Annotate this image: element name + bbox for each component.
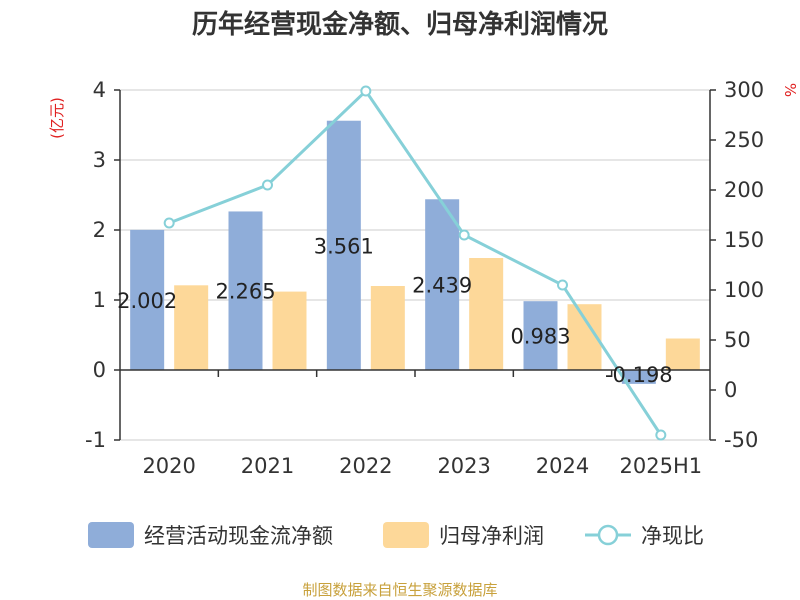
data-label: 0.983 (510, 325, 570, 349)
line-point (655, 429, 667, 441)
data-labels: 2.002 2.265 3.561 2.439 0.983 -0.198 (117, 234, 673, 387)
x-tick-label: 2023 (437, 454, 490, 478)
y-right-tick-label: 0 (724, 378, 737, 402)
legend-label: 归母净利润 (439, 524, 544, 548)
y-left-tick-label: 1 (93, 288, 106, 312)
y-axis-right-label: % (781, 83, 799, 97)
bar (174, 285, 209, 370)
data-label: 2.439 (412, 274, 472, 298)
legend-label: 经营活动现金流净额 (144, 524, 333, 548)
y-right-tick-label: 150 (724, 228, 764, 252)
y-left-tick-label: 3 (93, 148, 106, 172)
data-label: 2.002 (117, 289, 177, 313)
legend-swatch-cashflow (88, 522, 134, 548)
bar (326, 120, 361, 370)
line-point (163, 217, 175, 229)
y-right-tick-label: 250 (724, 128, 764, 152)
x-tick-label: 2022 (339, 454, 392, 478)
line-point (262, 179, 273, 191)
y-right-tick-label: 200 (724, 178, 764, 202)
y-left-tick-label: -1 (85, 428, 106, 452)
y-axis-left-label: (亿元) (48, 97, 66, 139)
legend-swatch-netprofit (383, 522, 429, 548)
bar (621, 370, 656, 384)
y-right-tick-label: 50 (724, 328, 751, 352)
bar (469, 258, 504, 370)
x-tick-label: 2021 (241, 454, 294, 478)
gridlines (120, 89, 710, 441)
bar (665, 338, 700, 370)
bar (425, 199, 460, 370)
axes: 4 3 2 1 0 -1 300 250 200 150 100 50 0 -50 2020 2021 2022… (85, 78, 764, 478)
bar (272, 291, 307, 370)
bar (130, 229, 165, 370)
legend: 经营活动现金流净额 归母净利润 净现比 (88, 522, 704, 548)
y-left-tick-label: 2 (93, 218, 106, 242)
data-label: -0.198 (605, 363, 673, 387)
source-note: 制图数据来自恒生聚源数据库 (302, 581, 497, 599)
x-tick-label: 2020 (142, 454, 195, 478)
y-right-tick-label: 300 (724, 78, 764, 102)
x-tick-label: 2025H1 (620, 454, 703, 478)
line-point (557, 279, 568, 291)
bar (228, 211, 263, 370)
line-point (458, 229, 470, 241)
line-series (163, 85, 667, 441)
x-tick-label: 2024 (536, 454, 589, 478)
data-label: 3.561 (314, 234, 374, 258)
data-label: 2.265 (215, 280, 275, 304)
legend-label: 净现比 (641, 524, 704, 548)
y-right-tick-label: -50 (724, 428, 758, 452)
chart-title: 历年经营现金净额、归母净利润情况 (192, 9, 608, 40)
line-path (168, 88, 663, 436)
y-left-tick-label: 0 (93, 358, 106, 382)
legend-swatch-ratio-marker (597, 524, 619, 546)
y-left-tick-label: 4 (93, 78, 106, 102)
bars (130, 120, 700, 384)
line-point (360, 85, 372, 97)
bar (370, 286, 405, 370)
bar (523, 301, 558, 370)
y-right-tick-label: 100 (724, 278, 764, 302)
